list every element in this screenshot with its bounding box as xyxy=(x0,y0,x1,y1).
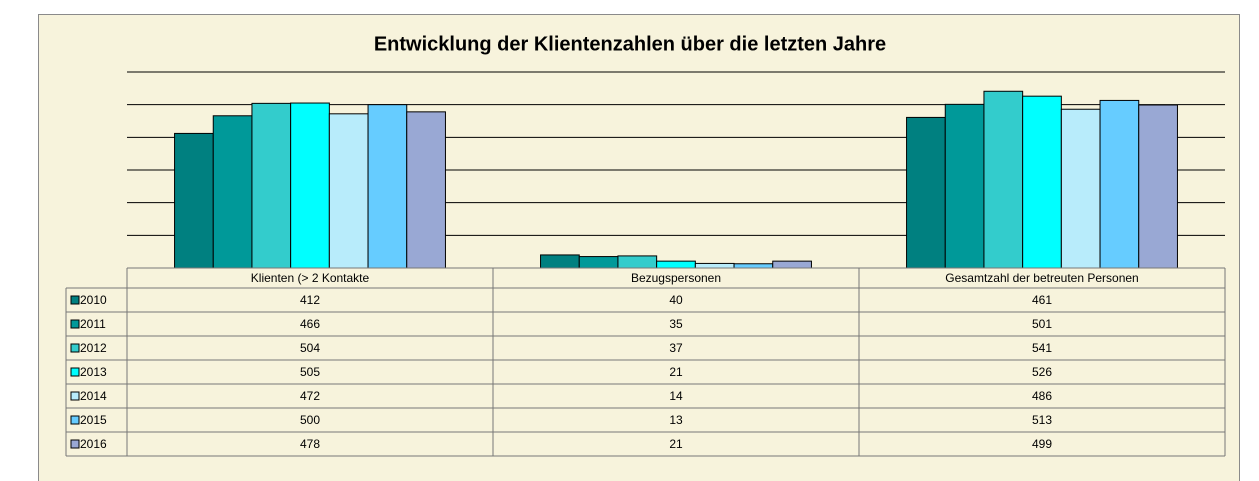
bar xyxy=(1022,95,1062,269)
legend-swatch xyxy=(70,391,80,401)
legend-swatch xyxy=(70,295,80,305)
bar xyxy=(617,255,658,269)
bar xyxy=(290,102,330,269)
legend-label: 2011 xyxy=(80,317,106,331)
table-value: 478 xyxy=(300,437,320,451)
table-value: 500 xyxy=(300,413,320,427)
bar xyxy=(212,115,253,269)
bar xyxy=(944,103,985,269)
legend-label: 2013 xyxy=(80,365,107,379)
table-value: 40 xyxy=(669,293,683,307)
table-value: 541 xyxy=(1032,341,1052,355)
bar xyxy=(251,102,292,269)
table-value: 504 xyxy=(300,341,320,355)
bar xyxy=(578,256,619,269)
legend-swatch xyxy=(70,415,80,425)
bar xyxy=(540,254,580,269)
legend-swatch xyxy=(70,439,80,449)
table-value: 513 xyxy=(1032,413,1052,427)
legend-swatch xyxy=(70,319,80,329)
table-value: 472 xyxy=(300,389,320,403)
legend-label: 2014 xyxy=(80,389,107,403)
table-value: 526 xyxy=(1032,365,1052,379)
table-value: 21 xyxy=(669,437,683,451)
bar xyxy=(406,111,446,269)
table-value: 412 xyxy=(300,293,320,307)
x-tick-label: Gesamtzahl der betreuten Personen xyxy=(945,271,1138,285)
bar xyxy=(1060,108,1101,269)
legend-swatch xyxy=(70,367,80,377)
bar xyxy=(1099,99,1140,269)
legend-label: 2010 xyxy=(80,293,107,307)
bar xyxy=(983,90,1024,269)
bar xyxy=(906,116,946,269)
legend-label: 2015 xyxy=(80,413,107,427)
bar xyxy=(772,260,812,269)
table-value: 461 xyxy=(1032,293,1052,307)
table-value: 13 xyxy=(669,413,683,427)
table-value: 466 xyxy=(300,317,320,331)
table-value: 505 xyxy=(300,365,320,379)
chart-title: Entwicklung der Klientenzahlen über die … xyxy=(374,33,886,55)
table-value: 37 xyxy=(669,341,683,355)
table-value: 21 xyxy=(669,365,683,379)
bar xyxy=(733,263,774,269)
table-value: 35 xyxy=(669,317,683,331)
bar xyxy=(174,132,214,269)
table-value: 499 xyxy=(1032,437,1052,451)
x-tick-label: Klienten (> 2 Kontakte xyxy=(251,271,370,285)
x-tick-label: Bezugspersonen xyxy=(631,271,721,285)
table-value: 501 xyxy=(1032,317,1052,331)
bar xyxy=(367,104,408,269)
legend-label: 2012 xyxy=(80,341,107,355)
table-value: 486 xyxy=(1032,389,1052,403)
legend-label: 2016 xyxy=(80,437,107,451)
bar xyxy=(694,262,735,269)
legend-swatch xyxy=(70,343,80,353)
bar xyxy=(1138,104,1178,269)
table-value: 14 xyxy=(669,389,683,403)
bar xyxy=(656,260,696,269)
bar xyxy=(328,113,369,269)
